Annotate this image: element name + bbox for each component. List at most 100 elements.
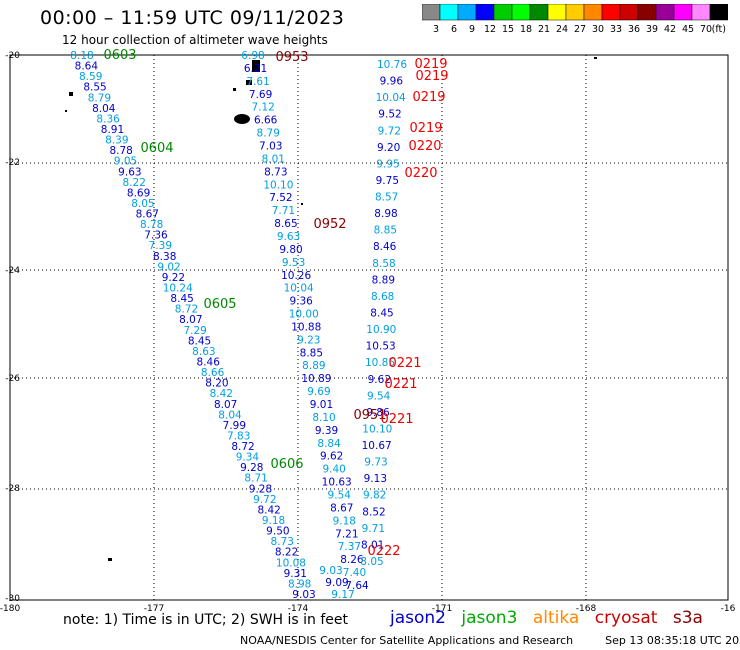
swh-value: 8.91 xyxy=(101,124,124,136)
satellite-key: jason2 jason3 altika cryosat s3a xyxy=(390,608,713,628)
time-label: 0219 xyxy=(409,121,442,136)
sat-altika: altika xyxy=(532,608,580,628)
map-grid xyxy=(10,55,728,600)
legend-label: 70 xyxy=(700,24,712,35)
swh-value: 8.45 xyxy=(170,293,193,305)
legend-label: 45 xyxy=(682,24,694,35)
swh-value: 9.18 xyxy=(333,515,356,527)
swh-value: 8.46 xyxy=(373,241,397,253)
swh-value: 8.26 xyxy=(340,554,364,566)
swh-value: 9.36 xyxy=(289,296,313,308)
swh-value: 9.53 xyxy=(282,257,305,269)
swh-value: 9.03 xyxy=(319,565,342,577)
swh-value: 6.66 xyxy=(254,115,278,127)
island xyxy=(65,110,67,112)
swh-value: 8.63 xyxy=(192,346,215,358)
time-label: 0953 xyxy=(275,50,308,65)
swh-value: 8.42 xyxy=(257,504,280,516)
legend-label: 36 xyxy=(628,24,640,35)
swh-value: 10.10 xyxy=(263,179,293,191)
footnote: note: 1) Time is in UTC; 2) SWH is in fe… xyxy=(63,612,349,628)
swh-value: 8.59 xyxy=(79,71,102,83)
time-label: 0951 xyxy=(353,408,386,423)
swh-value: 7.61 xyxy=(246,76,269,88)
swh-value: 9.95 xyxy=(376,158,399,170)
legend-label: 30 xyxy=(592,24,604,35)
map-subtitle: 12 hour collection of altimeter wave hei… xyxy=(62,33,328,47)
swh-value: 8.79 xyxy=(88,92,111,104)
legend-swatch xyxy=(601,4,621,21)
time-label: 0220 xyxy=(408,139,441,154)
swh-value: 9.54 xyxy=(367,390,391,402)
legend-swatch xyxy=(422,4,441,21)
lon-tick-label: -180 xyxy=(0,604,20,614)
time-label: 0219 xyxy=(415,69,448,84)
swh-value: 9.73 xyxy=(364,457,387,469)
swh-value: 9.18 xyxy=(262,515,285,527)
swh-value: 9.72 xyxy=(253,494,276,506)
swh-value: 7.64 xyxy=(345,580,369,592)
swh-value: 9.31 xyxy=(284,568,307,580)
swh-value: 8.67 xyxy=(136,209,159,221)
lon-tick-label: -177 xyxy=(144,604,164,614)
legend-swatch xyxy=(691,4,711,21)
swh-value: 10.24 xyxy=(163,283,193,295)
swh-value: 8.58 xyxy=(372,258,395,270)
swh-value: 8.78 xyxy=(140,219,163,231)
color-legend: 3 6 9 12 15 18 21 24 27 30 33 36 39 42 45 70 (ft) xyxy=(422,4,728,35)
swh-value: 9.69 xyxy=(307,386,330,398)
swh-value: 10.04 xyxy=(376,92,406,104)
lon-tick-label: -171 xyxy=(432,604,452,614)
time-label: 0220 xyxy=(404,166,437,181)
swh-value: 7.99 xyxy=(223,420,246,432)
swh-value: 9.75 xyxy=(376,175,399,187)
map-title: 00:00 – 11:59 UTC 09/11/2023 xyxy=(40,7,345,29)
swh-value: 8.04 xyxy=(218,409,242,421)
swh-value: 8.73 xyxy=(271,536,294,548)
legend-swatch xyxy=(475,4,495,21)
swh-value: 9.13 xyxy=(364,473,387,485)
legend-label: 39 xyxy=(646,24,658,35)
legend-swatch xyxy=(583,4,603,21)
swh-value: 8.84 xyxy=(317,438,341,450)
legend-swatch xyxy=(457,4,477,21)
swh-value: 8.73 xyxy=(264,166,287,178)
time-label: 0952 xyxy=(313,217,346,232)
legend-label: 24 xyxy=(556,24,568,35)
legend-label: 18 xyxy=(520,24,532,35)
swh-value: 9.20 xyxy=(377,142,400,154)
swh-value: 10.89 xyxy=(301,373,331,385)
swh-value: 9.09 xyxy=(325,577,348,589)
time-label: 0603 xyxy=(103,48,136,63)
lat-tick-label: -30 xyxy=(5,594,20,604)
lat-tick-label: -22 xyxy=(5,158,20,168)
swh-value: 7.40 xyxy=(343,567,366,579)
legend-swatch xyxy=(547,4,567,21)
time-label: 0605 xyxy=(203,297,236,312)
swh-value: 9.01 xyxy=(310,399,333,411)
swh-value: 8.72 xyxy=(175,304,198,316)
legend-label: 27 xyxy=(574,24,586,35)
swh-value: 8.52 xyxy=(362,506,385,518)
legend-label: 3 xyxy=(433,24,439,35)
swh-value: 8.22 xyxy=(123,177,146,189)
swh-value: 10.00 xyxy=(289,309,319,321)
time-label: 0604 xyxy=(140,141,173,156)
swh-value: 9.54 xyxy=(328,490,352,502)
time-label: 0219 xyxy=(412,90,445,105)
swh-value: 7.69 xyxy=(249,89,272,101)
time-label: 0606 xyxy=(270,457,303,472)
swh-value: 8.36 xyxy=(96,113,120,125)
swh-value: 9.05 xyxy=(114,156,137,168)
swh-value: 9.22 xyxy=(162,272,185,284)
credit-org: NOAA/NESDIS Center for Satellite Applica… xyxy=(240,634,574,647)
sat-jason2: jason2 xyxy=(390,608,446,628)
swh-value: 6.98 xyxy=(241,50,264,62)
legend-swatch xyxy=(493,4,513,21)
time-label: 0221 xyxy=(388,356,421,371)
swh-value: 8.07 xyxy=(179,314,202,326)
legend-swatch xyxy=(709,4,728,21)
swh-value: 9.23 xyxy=(297,334,320,346)
island xyxy=(246,80,252,85)
time-label: 0219 xyxy=(414,57,447,72)
